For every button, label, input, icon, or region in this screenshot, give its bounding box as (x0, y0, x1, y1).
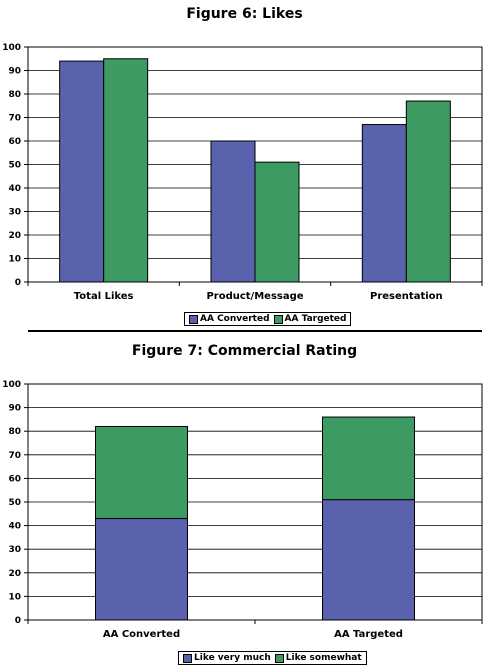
figure-6-title: Figure 6: Likes (186, 6, 303, 22)
bar-like-somewhat-aa-converted (95, 425, 188, 520)
y-tick-label: 0 (15, 278, 21, 288)
y-tick-label: 20 (8, 231, 21, 241)
y-tick-label: 50 (8, 161, 21, 171)
legend-swatch-aa-converted (189, 314, 198, 324)
y-tick-label: 20 (8, 569, 21, 579)
x-category-label: AA Targeted (334, 629, 403, 640)
bar-like-very-much-aa-converted (95, 518, 188, 621)
bar-aa-converted-presentation (361, 124, 407, 283)
legend-label-aa-converted: AA Converted (200, 314, 270, 324)
section-divider (28, 330, 482, 332)
y-tick-label: 40 (8, 522, 21, 532)
y-tick-label: 80 (8, 427, 21, 437)
bar-aa-targeted-product-message (254, 161, 300, 283)
y-tick-label: 60 (8, 474, 21, 484)
y-tick-label: 10 (8, 592, 21, 602)
y-tick-label: 90 (8, 404, 21, 414)
y-tick-label: 100 (2, 380, 21, 390)
y-tick-label: 100 (2, 43, 21, 53)
legend-label-like-somewhat: Like somewhat (285, 653, 362, 663)
legend-item-aa-targeted: AA Targeted (273, 314, 347, 324)
y-tick-label: 70 (8, 451, 21, 461)
bar-like-somewhat-aa-targeted (322, 416, 415, 501)
y-tick-label: 80 (8, 90, 21, 100)
figure-7-title: Figure 7: Commercial Rating (131, 343, 358, 359)
figure-6-legend: AA Converted AA Targeted (184, 312, 352, 326)
y-tick-label: 30 (8, 208, 21, 218)
bar-aa-converted-total-likes (59, 60, 105, 283)
legend-item-like-somewhat: Like somewhat (274, 653, 362, 663)
y-tick-label: 10 (8, 255, 21, 265)
y-tick-label: 90 (8, 67, 21, 77)
figure-7-legend: Like very much Like somewhat (178, 651, 367, 665)
x-category-label: AA Converted (103, 629, 180, 640)
bar-like-very-much-aa-targeted (322, 499, 415, 621)
y-tick-label: 60 (8, 137, 21, 147)
legend-item-aa-converted: AA Converted (189, 314, 270, 324)
y-tick-label: 50 (8, 498, 21, 508)
y-tick-label: 70 (8, 114, 21, 124)
figure-6-chart: 0 10 20 30 40 50 60 70 80 90 100 Total Likes Product… (2, 43, 483, 302)
legend-label-aa-targeted: AA Targeted (284, 314, 347, 324)
legend-swatch-aa-targeted (273, 314, 283, 324)
bar-aa-targeted-presentation (405, 100, 451, 283)
legend-swatch-like-very-much (183, 653, 192, 663)
y-tick-label: 30 (8, 545, 21, 555)
legend-label-like-very-much: Like very much (194, 653, 271, 663)
y-tick-label: 40 (8, 184, 21, 194)
bar-aa-converted-product-message (210, 140, 256, 283)
x-category-label: Total Likes (74, 291, 134, 302)
y-tick-label: 0 (15, 616, 21, 626)
legend-item-like-very-much: Like very much (183, 653, 271, 663)
x-category-label: Product/Message (206, 291, 303, 302)
bar-aa-targeted-total-likes (103, 58, 149, 283)
x-category-label: Presentation (370, 291, 443, 302)
legend-swatch-like-somewhat (274, 653, 284, 663)
